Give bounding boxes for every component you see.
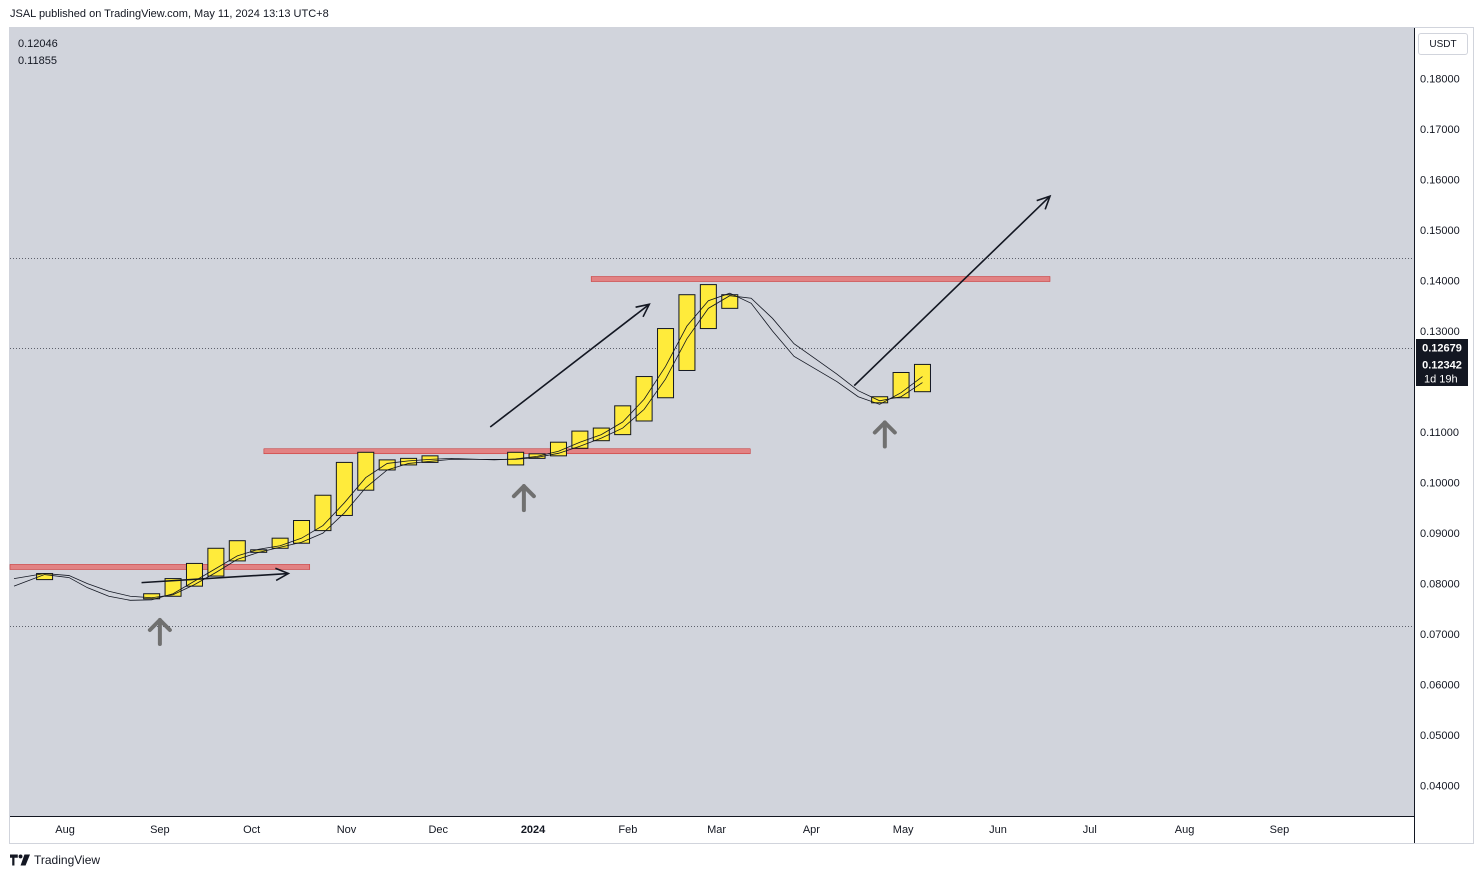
trend-arrow-1 xyxy=(489,303,651,428)
up-arrow-icon-1 xyxy=(511,484,536,513)
price-tick-label: 0.16000 xyxy=(1420,175,1460,187)
moving-averages-layer xyxy=(13,292,923,601)
time-tick-label: Sep xyxy=(150,824,170,836)
trend-arrow-line-0 xyxy=(141,572,289,584)
time-tick-label: Aug xyxy=(55,824,75,836)
time-tick-label: May xyxy=(893,824,914,836)
price-tick-label: 0.07000 xyxy=(1420,629,1460,641)
time-tick-label: Dec xyxy=(428,824,448,836)
up-arrow-icon-0 xyxy=(147,618,172,647)
price-tick-label: 0.11000 xyxy=(1420,427,1459,439)
trend-arrow-2 xyxy=(853,194,1052,387)
price-tick-label: 0.10000 xyxy=(1420,478,1460,490)
candle-8 xyxy=(293,520,311,544)
chart-frame xyxy=(9,27,1474,844)
price-tick-label: 0.06000 xyxy=(1420,680,1460,692)
publisher-header: JSAL published on TradingView.com, May 1… xyxy=(10,8,329,20)
candle-24 xyxy=(699,284,717,330)
zones-layer xyxy=(9,276,1051,570)
last-price-label-bg xyxy=(1416,339,1468,356)
time-tick-label: Apr xyxy=(803,824,820,836)
time-tick-label: Jul xyxy=(1083,824,1097,836)
moving-average-1 xyxy=(13,295,923,599)
horizontal-lines xyxy=(10,258,1414,627)
trend-arrow-head-2 xyxy=(1036,194,1052,210)
trend-arrow-line-2 xyxy=(853,195,1051,387)
tradingview-logo-icon xyxy=(10,854,30,866)
candle-4 xyxy=(207,547,225,577)
candle-3 xyxy=(185,562,203,587)
candle-23 xyxy=(678,294,696,371)
time-tick-label: Nov xyxy=(337,824,357,836)
price-tick-label: 0.08000 xyxy=(1420,579,1460,591)
price-labels: 0.12679 0.12342 1d 19h xyxy=(1416,339,1468,386)
time-tick-label: Oct xyxy=(243,824,260,836)
candle-28 xyxy=(913,363,931,393)
time-axis: Aug Sep Oct Nov Dec 2024 Feb Mar Apr May Jun Jul Aug… xyxy=(55,824,1289,836)
current-price-label-bg xyxy=(1416,356,1468,386)
candle-27 xyxy=(892,371,910,399)
time-tick-label: 2024 xyxy=(521,824,546,836)
price-tick-label: 0.18000 xyxy=(1420,74,1460,86)
time-tick-label: Aug xyxy=(1175,824,1195,836)
price-tick-label: 0.04000 xyxy=(1420,781,1460,793)
candle-10 xyxy=(335,461,353,516)
price-axis: 0.18000 0.17000 0.16000 0.15000 0.14000 0.130… xyxy=(1420,74,1460,793)
candle-18 xyxy=(571,430,589,449)
legend-value-1: 0.12046 xyxy=(18,38,58,50)
price-tick-label: 0.17000 xyxy=(1420,124,1460,136)
last-price-label: 0.12679 xyxy=(1422,343,1462,355)
time-tick-label: Feb xyxy=(618,824,637,836)
plot-background xyxy=(10,28,1414,816)
zone-0 xyxy=(9,564,311,570)
trend-arrow-line-1 xyxy=(489,303,650,428)
candle-20 xyxy=(614,405,632,436)
current-price-label: 0.12342 xyxy=(1422,360,1462,372)
countdown-label: 1d 19h xyxy=(1424,374,1458,386)
price-tick-label: 0.09000 xyxy=(1420,528,1460,540)
price-tick-label: 0.05000 xyxy=(1420,730,1460,742)
trend-arrow-head-0 xyxy=(275,567,291,582)
candle-5 xyxy=(228,540,246,562)
up-arrow-head-2 xyxy=(872,420,897,435)
legend-values: 0.12046 0.11855 xyxy=(18,36,58,70)
price-tick-label: 0.14000 xyxy=(1420,276,1460,288)
up-arrows-layer xyxy=(147,420,897,647)
zone-1 xyxy=(263,448,751,455)
candle-11 xyxy=(357,451,375,491)
time-tick-label: Jun xyxy=(989,824,1007,836)
time-tick-label: Mar xyxy=(707,824,726,836)
currency-button[interactable]: USDT xyxy=(1418,33,1468,55)
up-arrow-head-1 xyxy=(511,484,536,499)
price-tick-label: 0.15000 xyxy=(1420,225,1460,237)
footer-brand: TradingView xyxy=(34,853,101,867)
time-tick-label: Sep xyxy=(1270,824,1290,836)
legend-value-2: 0.11855 xyxy=(18,55,57,67)
up-arrow-head-0 xyxy=(147,618,172,633)
footer: TradingView xyxy=(10,853,100,867)
up-arrow-icon-2 xyxy=(872,420,897,449)
trend-arrows-layer xyxy=(141,194,1052,584)
trend-arrow-0 xyxy=(141,567,291,584)
zone-2 xyxy=(590,276,1051,282)
trend-arrow-head-1 xyxy=(635,303,651,318)
candle-2 xyxy=(164,578,182,597)
price-tick-label: 0.13000 xyxy=(1420,326,1460,338)
